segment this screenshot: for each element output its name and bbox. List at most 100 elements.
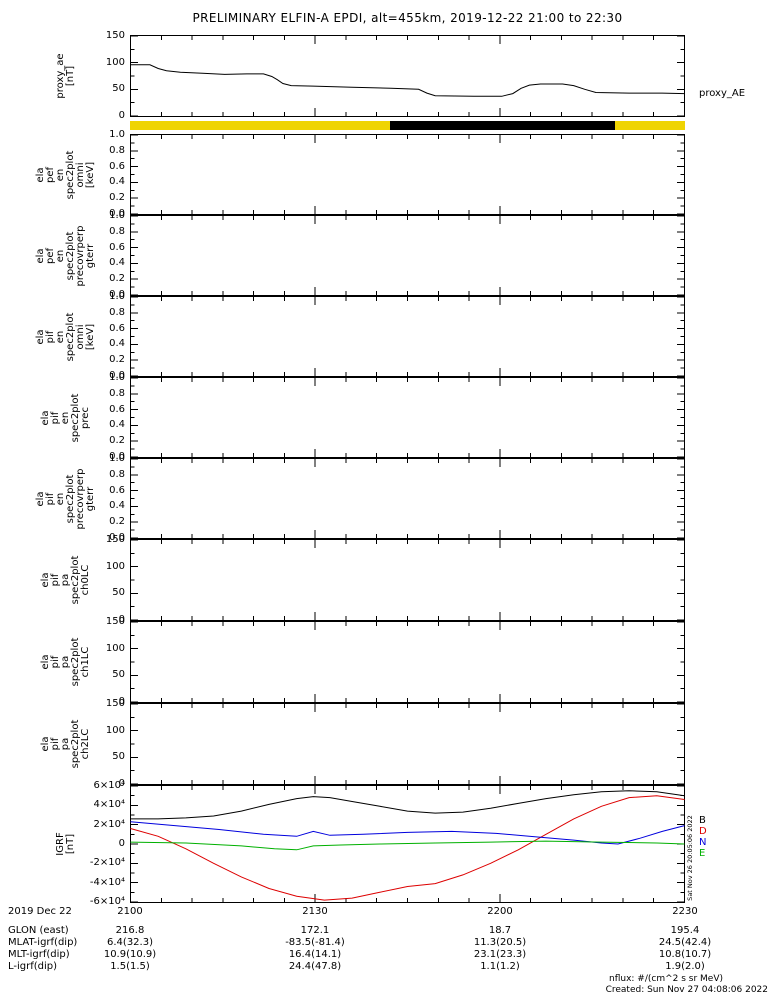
y-tick-label: 0.8 (109, 144, 125, 156)
footer-row-2: MLAT-igrf(dip) 6.4(32.3) -83.5(-81.4) 11.3(… (0, 937, 775, 949)
legend-label-B: B (699, 815, 706, 826)
panel-ela_pif_en_omni: 0.0 0.2 0.4 0.6 0.8 1.0 ela pif en spec2plot o… (35, 292, 685, 381)
y-tick-label: 0.2 (109, 192, 125, 204)
footer-row-label: MLT-igrf(dip) (8, 949, 70, 960)
y-tick-label: 50 (112, 751, 125, 763)
y-tick-label: 0.2 (109, 354, 125, 366)
y-axis-label-ela_pef_en_precovrperp_gterr: ela pef en spec2plot precovrperp gterr (35, 225, 96, 286)
footer-value: 18.7 (488, 925, 512, 936)
panel-ela_pif_pa_ch1LC: 0 50 100 150 ela pif pa spec2plot ch1LC (40, 617, 685, 707)
y-axis-label-igrf: IGRF [nT] (55, 832, 76, 856)
y-tick-label: 0.6 (109, 160, 125, 172)
nflux-units-note: nflux: #/(cm^2 s sr MeV) (609, 974, 723, 984)
y-tick-label: 0.6 (109, 241, 125, 253)
series-line-B (130, 790, 685, 820)
y-tick-label: 0.2 (109, 435, 125, 447)
y-tick-label: 0 (118, 614, 125, 625)
footer-row-4: L-igrf(dip) 1.5(1.5) 24.4(47.8) 1.1(1.2) 1.9… (0, 961, 775, 973)
panel-canvas-ela_pif_pa_ch1LC (130, 621, 685, 703)
y-tick-label: 100 (105, 560, 125, 572)
y-tick-label: 150 (105, 30, 125, 41)
y-tick-label: 0.4 (109, 176, 125, 188)
y-tick-label: 0.4 (109, 419, 125, 431)
y-tick-label: 0 (118, 110, 125, 121)
footer-row-label: GLON (east) (8, 925, 69, 936)
y-axis-label-ela_pif_pa_ch0LC: ela pif pa spec2plot ch0LC (40, 555, 91, 605)
series-line-N (130, 821, 685, 845)
panel-canvas-proxy_ae (130, 35, 685, 117)
y-tick-label: 100 (105, 56, 125, 68)
y-tick-label: 50 (112, 83, 125, 95)
y-tick-label: 0.2 (109, 516, 125, 528)
y-tick-label: 100 (105, 724, 125, 736)
footer-value: 6.4(32.3) (107, 937, 153, 948)
y-tick-label: 0.8 (109, 225, 125, 237)
footer-value: 172.1 (300, 925, 330, 936)
y-tick-label: 2×10⁴ (93, 818, 125, 830)
footer-value: 1.5(1.5) (110, 961, 150, 972)
footer-value: 24.4(47.8) (288, 961, 342, 972)
y-axis-label-proxy_ae: proxy_ae [nT] (55, 53, 76, 99)
y-tick-label: 1.0 (109, 372, 125, 383)
panel-canvas-ela_pif_pa_ch0LC (130, 539, 685, 621)
created-timestamp: Created: Sun Nov 27 04:08:06 2022 (605, 985, 768, 995)
panel-ela_pif_pa_ch0LC: 0 50 100 150 ela pif pa spec2plot ch0LC (40, 535, 685, 625)
y-axis-label-ela_pif_en_prec: ela pif en spec2plot prec (40, 393, 91, 442)
plot-title: PRELIMINARY ELFIN-A EPDI, alt=455km, 201… (192, 11, 623, 25)
y-tick-label: 0.4 (109, 257, 125, 269)
footer-value: 2230 (672, 906, 698, 917)
y-tick-label: 0.0 (109, 370, 125, 381)
panel-canvas-ela_pif_en_precovrperp_gterr (130, 458, 685, 539)
y-tick-label: 0.6 (109, 484, 125, 496)
y-tick-label: -2×10⁴ (89, 857, 125, 869)
footer-value: 10.9(10.9) (103, 949, 157, 960)
y-tick-label: 6×10⁴ (93, 780, 125, 791)
y-tick-label: 0.0 (109, 451, 125, 462)
y-tick-label: 0 (118, 778, 125, 789)
sunlight-bar-segment (130, 121, 390, 130)
legend-label-N: N (699, 837, 707, 848)
y-tick-label: 0.4 (109, 500, 125, 512)
y-tick-label: 1.0 (109, 210, 125, 221)
panel-canvas-ela_pif_pa_ch2LC (130, 703, 685, 785)
y-tick-label: 150 (105, 698, 125, 709)
panel-canvas-igrf (130, 785, 685, 903)
y-tick-label: 1.0 (109, 129, 125, 140)
series-line-D (130, 795, 685, 901)
y-axis-label-ela_pif_pa_ch1LC: ela pif pa spec2plot ch1LC (40, 637, 91, 687)
footer-value: 24.5(42.4) (658, 937, 712, 948)
footer-value: 195.4 (670, 925, 700, 936)
legend-label-D: D (699, 826, 707, 837)
footer-row-label: MLAT-igrf(dip) (8, 937, 78, 948)
panel-proxy_ae: 0 50 100 150 proxy_ae [nT] proxy_AE (55, 31, 745, 121)
footer-value: 16.4(14.1) (288, 949, 342, 960)
y-tick-label: -6×10⁴ (89, 896, 125, 907)
footer-value: 1.9(2.0) (665, 961, 705, 972)
y-tick-label: 150 (105, 534, 125, 545)
footer-value: 2100 (117, 906, 143, 917)
y-tick-label: 0.6 (109, 403, 125, 415)
panel-ela_pef_en_omni: 0.0 0.2 0.4 0.6 0.8 1.0 ela pef en spec2plot o… (35, 130, 685, 219)
y-tick-label: 150 (105, 616, 125, 627)
y-tick-label: 0.6 (109, 322, 125, 334)
y-axis-label-ela_pif_en_omni: ela pif en spec2plot omni [keV] (35, 312, 96, 361)
panel-ela_pif_en_prec: 0.0 0.2 0.4 0.6 0.8 1.0 ela pif en spec2plot p… (40, 373, 685, 462)
panel-ela_pif_en_precovrperp_gterr: 0.0 0.2 0.4 0.6 0.8 1.0 ela pif en spec2plot p… (35, 454, 685, 543)
sunlight-bar-segment (389, 121, 616, 130)
y-tick-label: 0.0 (109, 289, 125, 300)
panel-canvas-ela_pef_en_omni (130, 134, 685, 215)
footer-row-3: MLT-igrf(dip) 10.9(10.9) 16.4(14.1) 23.1(23… (0, 949, 775, 961)
y-axis-label-ela_pif_pa_ch2LC: ela pif pa spec2plot ch2LC (40, 719, 91, 769)
y-tick-label: 0 (118, 696, 125, 707)
footer-value: 10.8(10.7) (658, 949, 712, 960)
footer-value: 216.8 (115, 925, 145, 936)
footer-row-label: L-igrf(dip) (8, 961, 58, 972)
footer-row-label: 2019 Dec 22 (8, 906, 72, 917)
y-tick-label: 0.8 (109, 387, 125, 399)
footer-value: 2200 (487, 906, 513, 917)
y-tick-label: 4×10⁴ (93, 799, 125, 811)
panel-right-label: proxy_AE (699, 87, 746, 99)
y-tick-label: 1.0 (109, 291, 125, 302)
y-axis-label-ela_pef_en_omni: ela pef en spec2plot omni [keV] (35, 150, 96, 199)
